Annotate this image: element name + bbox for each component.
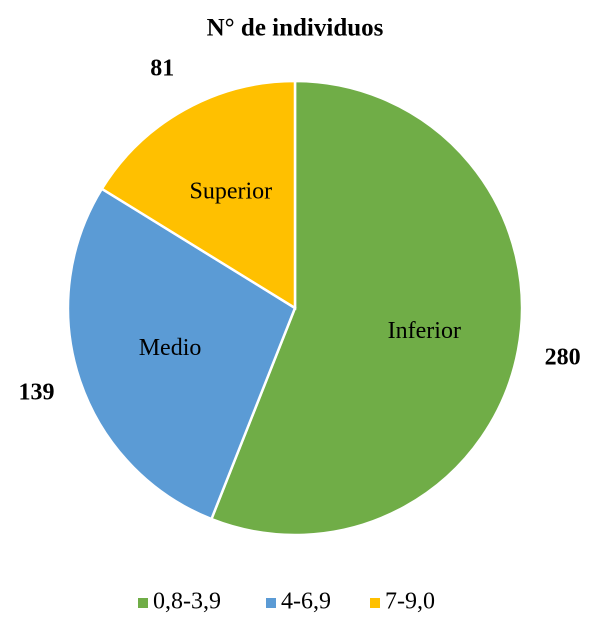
legend-swatch (266, 598, 276, 608)
slice-label: Superior (190, 179, 273, 205)
pie-slice (209, 79, 524, 537)
data-label: 280 (545, 345, 581, 371)
data-label: 81 (150, 56, 174, 82)
pie-slice (100, 79, 297, 311)
slice-label: Inferior (388, 318, 461, 344)
legend-label: 0,8-3,9 (153, 589, 221, 615)
chart-title: N° de individuos (207, 15, 384, 42)
legend-label: 7-9,0 (385, 589, 435, 615)
slice-label: Medio (139, 335, 202, 361)
legend-swatch (370, 598, 380, 608)
legend-swatch (138, 598, 148, 608)
legend-label: 4-6,9 (281, 589, 331, 615)
data-label: 139 (18, 379, 54, 405)
pie-slice (66, 187, 297, 521)
